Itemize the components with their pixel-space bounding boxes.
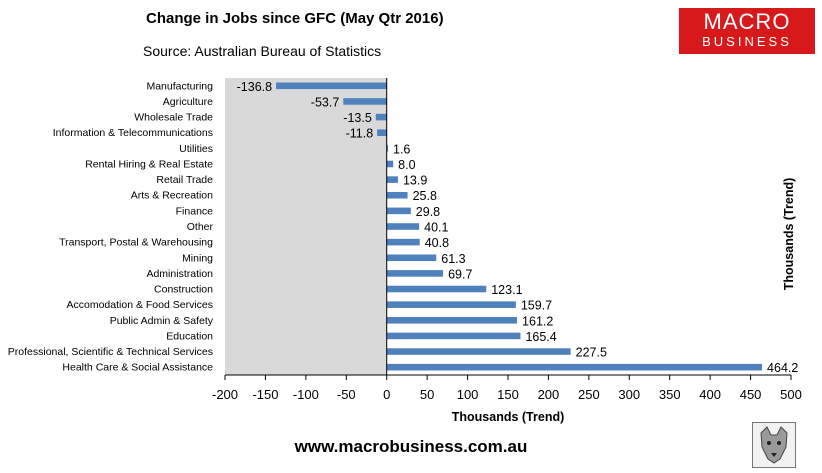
bar xyxy=(386,223,420,230)
data-label: 29.8 xyxy=(416,205,440,219)
category-label: Health Care & Social Assistance xyxy=(62,362,213,374)
category-label: Accomodation & Food Services xyxy=(67,299,214,311)
category-label: Public Admin & Safety xyxy=(110,315,214,327)
bar xyxy=(377,129,387,136)
data-label: 40.1 xyxy=(424,221,448,235)
macrobusiness-logo: MACRO BUSINESS xyxy=(679,8,815,54)
category-label: Wholesale Trade xyxy=(134,112,213,124)
data-label: 159.7 xyxy=(521,299,552,313)
bar xyxy=(375,113,387,121)
data-label: -53.7 xyxy=(311,95,340,109)
data-label: 69.7 xyxy=(448,267,472,281)
x-tick-label: -50 xyxy=(337,387,356,402)
bar xyxy=(386,332,521,340)
data-label: -11.8 xyxy=(346,127,374,141)
data-label: -136.8 xyxy=(237,80,272,94)
x-tick-label: 0 xyxy=(383,387,390,402)
bar xyxy=(386,145,389,152)
bar xyxy=(386,254,437,262)
category-label: Education xyxy=(166,330,213,342)
category-label: Rental Hiring & Real Estate xyxy=(85,158,213,170)
x-tick-label: -150 xyxy=(252,387,278,402)
data-label: 1.6 xyxy=(393,142,410,156)
bar xyxy=(343,98,387,105)
x-tick-label: 400 xyxy=(699,387,721,402)
category-label: Professional, Scientific & Technical Ser… xyxy=(8,346,213,358)
category-label: Administration xyxy=(146,268,213,280)
bar xyxy=(386,238,420,246)
data-label: 123.1 xyxy=(491,283,522,297)
bar xyxy=(276,82,387,90)
data-label: 464.2 xyxy=(767,361,798,375)
data-label: 227.5 xyxy=(576,346,607,360)
category-label: Transport, Postal & Warehousing xyxy=(59,237,213,249)
x-tick-label: 450 xyxy=(740,387,762,402)
bar xyxy=(386,176,398,183)
secondary-axis-title: Thousands (Trend) xyxy=(782,178,796,291)
category-label: Other xyxy=(187,221,214,233)
x-tick-label: 300 xyxy=(618,387,640,402)
bar xyxy=(386,348,571,355)
x-tick-label: 500 xyxy=(780,387,802,402)
bar xyxy=(386,191,408,199)
bar xyxy=(386,317,518,324)
data-label: 165.4 xyxy=(525,330,556,344)
data-label: 25.8 xyxy=(413,189,437,203)
x-tick-label: 100 xyxy=(457,387,479,402)
x-tick-label: 150 xyxy=(497,387,519,402)
category-label: Agriculture xyxy=(163,96,213,108)
x-tick-label: 250 xyxy=(578,387,600,402)
x-tick-label: -100 xyxy=(293,387,319,402)
wolf-icon xyxy=(752,422,796,468)
data-label: -13.5 xyxy=(343,111,372,125)
category-label: Information & Telecommunications xyxy=(53,127,213,139)
chart-title: Change in Jobs since GFC (May Qtr 2016) xyxy=(146,10,444,27)
bar xyxy=(386,363,763,371)
category-label: Construction xyxy=(154,284,213,296)
category-label: Manufacturing xyxy=(146,80,213,92)
x-tick-label: -200 xyxy=(212,387,238,402)
x-tick-label: 200 xyxy=(538,387,560,402)
x-tick-label: 50 xyxy=(420,387,434,402)
data-label: 13.9 xyxy=(403,174,427,188)
website-url: www.macrobusiness.com.au xyxy=(294,437,528,456)
data-label: 61.3 xyxy=(441,252,465,266)
logo-line-macro: MACRO xyxy=(703,9,791,34)
x-axis-title: Thousands (Trend) xyxy=(452,410,565,424)
positive-region xyxy=(386,78,791,375)
chart-subtitle: Source: Australian Bureau of Statistics xyxy=(143,43,382,59)
bar xyxy=(386,285,487,293)
data-label: 8.0 xyxy=(398,158,415,172)
category-label: Arts & Recreation xyxy=(131,190,213,202)
negative-region xyxy=(225,78,387,375)
category-label: Mining xyxy=(182,252,213,264)
bar xyxy=(386,301,516,308)
category-label: Retail Trade xyxy=(156,174,213,186)
data-label: 40.8 xyxy=(425,236,449,250)
category-label: Finance xyxy=(176,205,214,217)
data-label: 161.2 xyxy=(522,314,553,328)
bar xyxy=(386,207,411,215)
category-label: Utilities xyxy=(179,143,213,155)
bar xyxy=(386,270,444,277)
bar xyxy=(386,160,394,168)
logo-line-business: BUSINESS xyxy=(702,34,792,49)
x-tick-label: 350 xyxy=(659,387,681,402)
